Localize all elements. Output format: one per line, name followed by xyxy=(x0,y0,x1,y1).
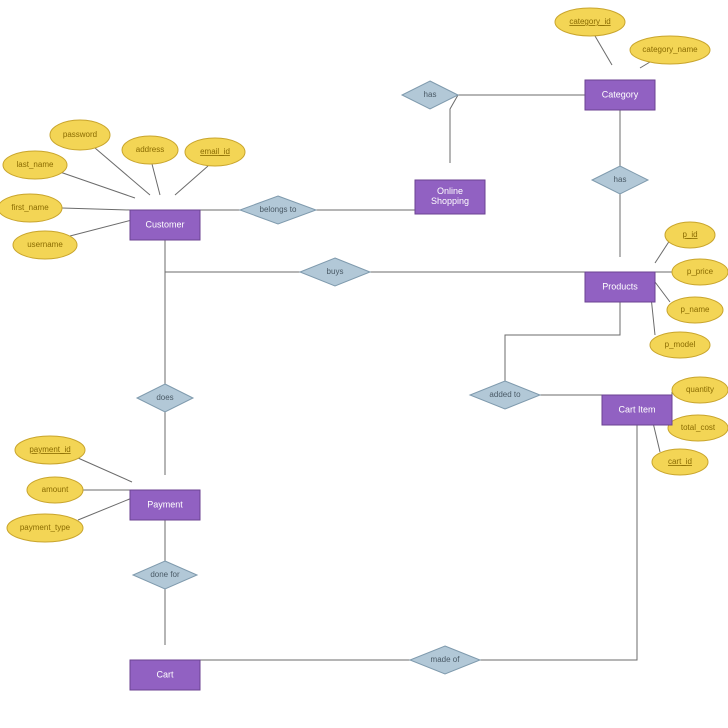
attribute-label-payment_type: payment_type xyxy=(20,523,71,532)
edge-username-customer xyxy=(70,220,132,236)
attribute-label-p_id: p_id xyxy=(682,230,697,239)
attribute-label-total_cost: total_cost xyxy=(681,423,716,432)
relationship-label-addedto: added to xyxy=(489,390,521,399)
attribute-label-email_id: email_id xyxy=(200,147,230,156)
attribute-label-amount: amount xyxy=(42,485,69,494)
er-diagram-canvas: has belongs to has buys added to does done for… xyxy=(0,0,728,728)
attribute-label-category_id: category_id xyxy=(569,17,610,26)
entity-label-cartitem: Cart Item xyxy=(618,404,655,414)
relationship-label-donefor: done for xyxy=(150,570,180,579)
edge-last_name-customer xyxy=(60,172,135,198)
attribute-label-p_price: p_price xyxy=(687,267,714,276)
edge-payment_id-payment xyxy=(78,458,132,482)
relationship-label-buys: buys xyxy=(327,267,344,276)
relationship-label-does: does xyxy=(156,393,173,402)
entity-label-cart: Cart xyxy=(156,669,174,679)
edge-category_name-category xyxy=(640,62,650,68)
edge-p_id-products xyxy=(655,240,670,263)
attribute-label-last_name: last_name xyxy=(17,160,54,169)
attribute-label-p_name: p_name xyxy=(681,305,710,314)
entity-label-category: Category xyxy=(602,89,639,99)
edge-madeof-cartitem xyxy=(480,410,637,660)
entity-label-payment: Payment xyxy=(147,499,183,509)
relationship-label-belongsto: belongs to xyxy=(260,205,297,214)
relationship-label-madeof: made of xyxy=(431,655,461,664)
relationships-layer: has belongs to has buys added to does done for… xyxy=(133,81,648,674)
attribute-label-p_model: p_model xyxy=(665,340,696,349)
edge-payment_type-payment xyxy=(78,498,132,520)
edge-category_id-category xyxy=(595,36,612,65)
attribute-label-cart_id: cart_id xyxy=(668,457,692,466)
entity-label-customer: Customer xyxy=(145,219,184,229)
entity-label-products: Products xyxy=(602,281,638,291)
edge-email_id-customer xyxy=(175,166,208,195)
relationship-label-has2: has xyxy=(614,175,627,184)
attribute-label-username: username xyxy=(27,240,63,249)
attribute-label-quantity: quantity xyxy=(686,385,714,394)
edge-first_name-customer xyxy=(62,208,130,210)
attribute-label-password: password xyxy=(63,130,97,139)
entities-layer: CustomerOnlineShoppingCategoryProductsCa… xyxy=(130,80,672,690)
attribute-label-address: address xyxy=(136,145,164,154)
attribute-label-category_name: category_name xyxy=(642,45,698,54)
edge-onlineshopping-has1 xyxy=(450,95,458,163)
edge-p_name-products xyxy=(655,282,670,302)
attribute-label-payment_id: payment_id xyxy=(29,445,70,454)
edge-address-customer xyxy=(152,164,160,195)
relationship-label-has1: has xyxy=(424,90,437,99)
attribute-label-first_name: first_name xyxy=(11,203,49,212)
